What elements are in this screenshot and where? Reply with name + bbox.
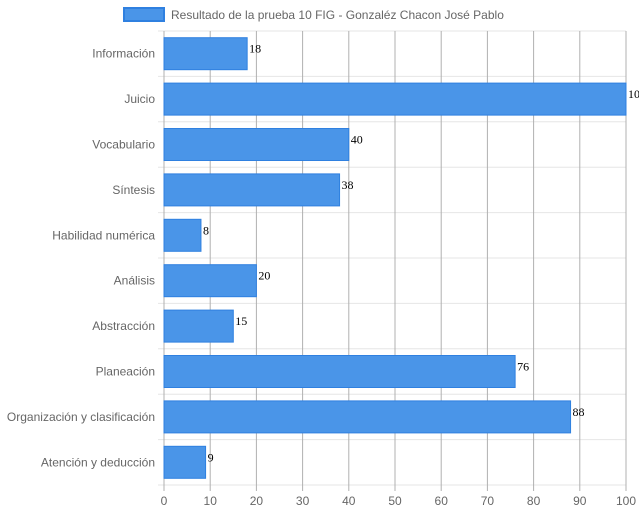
x-tick-label: 10: [204, 494, 218, 508]
data-label: 20: [258, 269, 270, 283]
x-tick-label: 40: [342, 494, 356, 508]
data-label: 9: [208, 450, 214, 464]
bar[interactable]: [163, 82, 627, 116]
bar[interactable]: [163, 173, 341, 207]
x-tick-label: 80: [527, 494, 541, 508]
x-tick-label: 20: [250, 494, 264, 508]
bar[interactable]: [163, 37, 248, 71]
x-tick-label: 30: [296, 494, 310, 508]
data-label: 40: [351, 133, 363, 147]
x-tick-label: 100: [616, 494, 636, 508]
category-label: Atención y deducción: [41, 455, 155, 469]
legend[interactable]: Resultado de la prueba 10 FIG - Gonzaléz…: [123, 7, 504, 22]
bar[interactable]: [163, 400, 572, 434]
bar[interactable]: [163, 309, 234, 343]
data-label: 8: [203, 223, 209, 237]
x-tick-labels: 0 10 20 30 40 50 60 70 80 90 100: [161, 494, 637, 508]
data-label: 88: [573, 405, 585, 419]
x-tick-label: 70: [481, 494, 495, 508]
category-label: Síntesis: [112, 183, 155, 197]
data-labels: 18 100 40 38 8 20 15 76 88 9: [203, 42, 639, 465]
x-tick-label: 90: [573, 494, 587, 508]
x-tick-label: 0: [161, 494, 168, 508]
category-label: Información: [92, 47, 155, 61]
category-labels: Información Juicio Vocabulario Síntesis Habi…: [7, 47, 155, 470]
category-label: Juicio: [124, 92, 155, 106]
legend-label: Resultado de la prueba 10 FIG - Gonzaléz…: [171, 8, 504, 22]
x-tick-label: 60: [435, 494, 449, 508]
bar[interactable]: [163, 128, 350, 161]
category-label: Abstracción: [92, 319, 155, 333]
data-label: 38: [342, 178, 354, 192]
data-label: 15: [235, 314, 247, 328]
x-tick-label: 50: [388, 494, 402, 508]
category-label: Vocabulario: [92, 138, 155, 152]
legend-swatch: [123, 7, 165, 22]
category-label: Habilidad numérica: [52, 228, 155, 242]
category-label: Organización y clasificación: [7, 410, 155, 424]
bar[interactable]: [163, 355, 516, 388]
data-label: 76: [517, 360, 529, 374]
bar[interactable]: [163, 264, 257, 298]
data-label: 100: [628, 87, 639, 101]
bars: [163, 37, 627, 479]
bar[interactable]: [163, 218, 202, 252]
data-label: 18: [249, 42, 261, 56]
bar[interactable]: [163, 445, 207, 479]
category-label: Planeación: [96, 365, 155, 379]
category-label: Análisis: [114, 274, 155, 288]
